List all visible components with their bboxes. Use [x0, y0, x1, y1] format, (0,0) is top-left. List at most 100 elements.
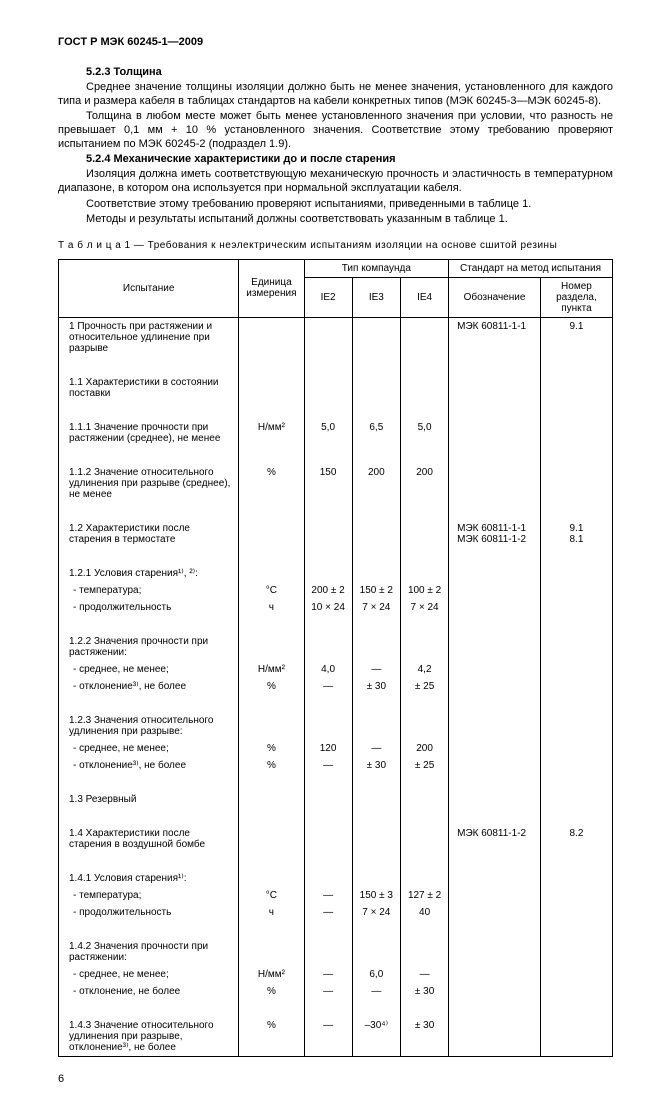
table-cell: —: [401, 966, 449, 983]
table-row: - продолжительностьч10 × 247 × 247 × 24: [59, 599, 613, 616]
table-cell: [540, 582, 612, 599]
table-cell: [239, 565, 304, 582]
table-spacer: [59, 853, 613, 870]
table-row: 1.1.1 Значение прочности при растяжении …: [59, 419, 613, 447]
table-row: - среднее, не менее;Н/мм²—6,0—: [59, 966, 613, 983]
table-cell: 9.1 8.1: [540, 520, 612, 548]
table-cell: [540, 904, 612, 921]
table-cell: - отклонение³⁾, не более: [59, 757, 239, 774]
table-cell: °С: [239, 582, 304, 599]
table-cell: %: [239, 740, 304, 757]
table-cell: 200: [352, 464, 400, 503]
th-ie2: IE2: [304, 277, 352, 317]
table-cell: 150 ± 3: [352, 887, 400, 904]
table-cell: —: [304, 966, 352, 983]
table-cell: —: [304, 904, 352, 921]
table-cell: ± 30: [352, 757, 400, 774]
table-cell: [352, 374, 400, 402]
table-cell: [449, 678, 541, 695]
table-cell: [540, 966, 612, 983]
table-cell: 200: [401, 464, 449, 503]
table-spacer: [59, 616, 613, 633]
table-cell: [449, 633, 541, 661]
table-cell: [449, 565, 541, 582]
table-cell: [304, 825, 352, 853]
table-row: 1.1.2 Значение относительного удлинения …: [59, 464, 613, 503]
table-cell: ± 25: [401, 757, 449, 774]
table-cell: Н/мм²: [239, 966, 304, 983]
table-cell: [401, 317, 449, 357]
table-cell: —: [352, 740, 400, 757]
table-row: - среднее, не менее;%120—200: [59, 740, 613, 757]
table-cell: [449, 966, 541, 983]
table-caption: Т а б л и ц а 1 — Требования к неэлектри…: [58, 240, 613, 251]
table-row: 1.2.2 Значения прочности при растяжении:: [59, 633, 613, 661]
table-cell: 1.2.1 Условия старения¹⁾, ²⁾:: [59, 565, 239, 582]
table-cell: —: [304, 983, 352, 1000]
table-cell: [540, 887, 612, 904]
table-cell: [540, 633, 612, 661]
table-cell: [449, 582, 541, 599]
table-body: 1 Прочность при растяжении и относительн…: [59, 317, 613, 1056]
table-cell: [449, 791, 541, 808]
table-cell: 1 Прочность при растяжении и относительн…: [59, 317, 239, 357]
table-cell: 7 × 24: [352, 599, 400, 616]
table-cell: 9.1: [540, 317, 612, 357]
table-cell: МЭК 60811-1-1: [449, 317, 541, 357]
paragraph: Соответствие этому требованию проверяют …: [58, 197, 613, 211]
table-cell: [540, 870, 612, 887]
table-cell: 5,0: [304, 419, 352, 447]
table-cell: [540, 661, 612, 678]
table-cell: 1.3 Резервный: [59, 791, 239, 808]
table-row: 1.1 Характеристики в состоянии поставки: [59, 374, 613, 402]
th-std: Обозначение: [449, 277, 541, 317]
table-cell: [540, 740, 612, 757]
table-cell: %: [239, 983, 304, 1000]
table-cell: [304, 374, 352, 402]
table-cell: [352, 712, 400, 740]
table-cell: 5,0: [401, 419, 449, 447]
table-cell: [540, 938, 612, 966]
table-spacer: [59, 548, 613, 565]
table-cell: [352, 565, 400, 582]
table-cell: [401, 565, 449, 582]
table-cell: 127 ± 2: [401, 887, 449, 904]
table-cell: [449, 599, 541, 616]
th-test: Испытание: [59, 259, 239, 317]
table-row: 1.4.1 Условия старения¹⁾:: [59, 870, 613, 887]
table-spacer: [59, 357, 613, 374]
table-cell: [239, 825, 304, 853]
table-cell: ч: [239, 904, 304, 921]
table-cell: [304, 938, 352, 966]
table-cell: 200: [401, 740, 449, 757]
table-cell: 4,2: [401, 661, 449, 678]
table-cell: —: [304, 757, 352, 774]
table-spacer: [59, 695, 613, 712]
table-row: - отклонение, не более%——± 30: [59, 983, 613, 1000]
table-cell: [540, 464, 612, 503]
table-cell: Н/мм²: [239, 661, 304, 678]
table-cell: [540, 791, 612, 808]
table-cell: —: [352, 661, 400, 678]
table-cell: - среднее, не менее;: [59, 966, 239, 983]
table-cell: %: [239, 757, 304, 774]
table-cell: [401, 520, 449, 548]
table-cell: [352, 633, 400, 661]
table-cell: 6,5: [352, 419, 400, 447]
table-spacer: [59, 808, 613, 825]
table-cell: 4,0: [304, 661, 352, 678]
page-number: 6: [58, 1073, 613, 1085]
table-row: 1.2.3 Значения относительного удлинения …: [59, 712, 613, 740]
table-cell: [239, 317, 304, 357]
paragraph: Методы и результаты испытаний должны соо…: [58, 212, 613, 226]
table-cell: [401, 633, 449, 661]
table-cell: –30⁴⁾: [352, 1017, 400, 1057]
table-row: - продолжительностьч—7 × 2440: [59, 904, 613, 921]
table-cell: 40: [401, 904, 449, 921]
table-cell: [304, 791, 352, 808]
table-spacer: [59, 1000, 613, 1017]
table-row: - температура;°С—150 ± 3127 ± 2: [59, 887, 613, 904]
table-cell: - среднее, не менее;: [59, 661, 239, 678]
table-cell: [304, 712, 352, 740]
table-cell: [352, 825, 400, 853]
